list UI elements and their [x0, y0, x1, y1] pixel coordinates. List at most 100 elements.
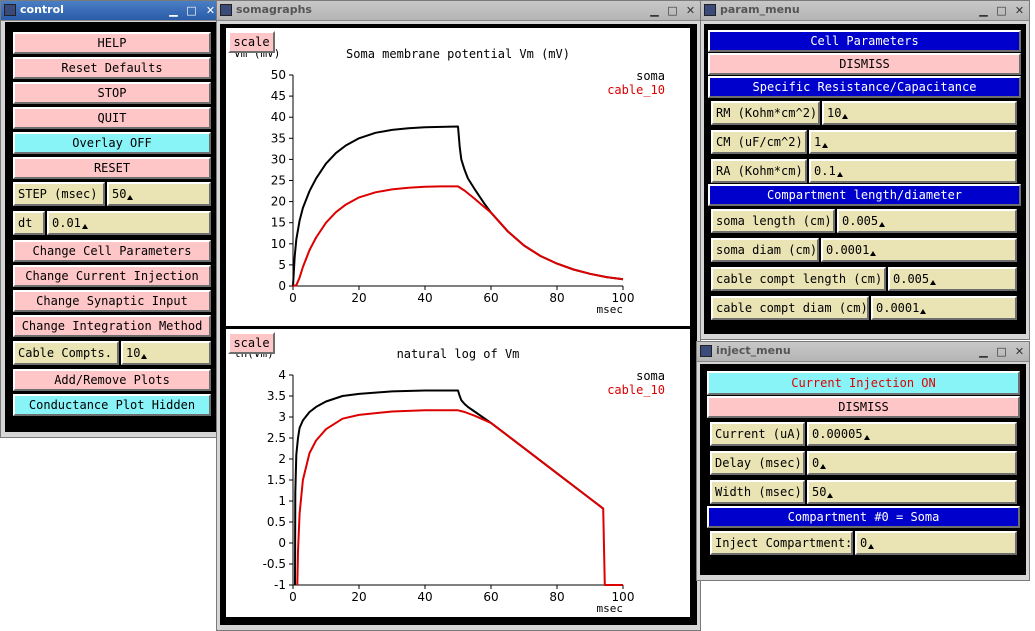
- rm-label: RM (Kohm*cm^2): [711, 101, 820, 125]
- soma-length-value: 0.005: [842, 214, 879, 228]
- window-menu-icon[interactable]: [704, 4, 716, 16]
- inject-menu-titlebar[interactable]: inject_menu ▁ □ ✕: [697, 342, 1029, 362]
- x-tick-label: 0: [289, 291, 297, 305]
- close-icon[interactable]: ✕: [205, 4, 216, 17]
- close-icon[interactable]: ✕: [685, 4, 696, 17]
- text-cursor-icon: [930, 280, 937, 285]
- text-cursor-icon: [836, 172, 843, 177]
- x-tick-label: 20: [351, 291, 366, 305]
- minimize-icon[interactable]: ▁: [650, 4, 659, 17]
- legend-entry-soma: soma: [636, 69, 665, 83]
- cable-diam-field[interactable]: 0.0001: [871, 296, 1017, 320]
- window-menu-icon[interactable]: [220, 4, 232, 16]
- x-tick-label: 80: [549, 291, 564, 305]
- compartment-header: Compartment #0 = Soma: [707, 506, 1020, 528]
- y-tick-label: 50: [271, 68, 286, 82]
- inject-dismiss-button[interactable]: DISMISS: [707, 396, 1020, 418]
- series-line-cable_10: [296, 409, 623, 586]
- add-remove-plots-button[interactable]: Add/Remove Plots: [13, 369, 211, 391]
- control-titlebar[interactable]: control ▁ □ ✕: [1, 1, 219, 21]
- cable-compts-value: 10: [126, 346, 141, 360]
- window-menu-icon[interactable]: [4, 4, 16, 16]
- text-cursor-icon: [879, 222, 886, 227]
- step-field[interactable]: 50: [107, 182, 211, 206]
- scale-button-top[interactable]: scale: [228, 31, 275, 53]
- dt-value: 0.01: [52, 216, 81, 230]
- close-icon[interactable]: ✕: [1014, 4, 1025, 17]
- current-injection-toggle-label: Current Injection ON: [791, 376, 936, 390]
- y-tick-label: 3: [278, 410, 286, 424]
- current-field[interactable]: 0.00005: [807, 422, 1017, 446]
- legend-entry-cable_10: cable_10: [607, 83, 665, 97]
- cable-length-field[interactable]: 0.005: [888, 267, 1017, 291]
- x-tick-label: 60: [483, 291, 498, 305]
- y-tick-label: 1: [278, 494, 286, 508]
- minimize-icon[interactable]: ▁: [169, 4, 178, 17]
- chart-title: natural log of Vm: [397, 347, 520, 361]
- text-cursor-icon: [842, 114, 849, 119]
- help-button[interactable]: HELP: [13, 32, 211, 54]
- legend-entry-cable_10: cable_10: [607, 383, 665, 397]
- text-cursor-icon: [81, 224, 88, 229]
- delay-field[interactable]: 0: [807, 451, 1017, 475]
- ra-value: 0.1: [814, 164, 836, 178]
- quit-button[interactable]: QUIT: [13, 107, 211, 129]
- y-tick-label: 0.5: [267, 515, 286, 529]
- cable-compts-field[interactable]: 10: [121, 341, 211, 365]
- soma-diam-label: soma diam (cm): [711, 238, 819, 262]
- y-tick-label: 1.5: [267, 473, 286, 487]
- x-tick-label: 40: [417, 291, 432, 305]
- minimize-icon[interactable]: ▁: [979, 4, 988, 17]
- ra-field[interactable]: 0.1: [809, 159, 1017, 183]
- close-icon[interactable]: ✕: [1014, 345, 1025, 358]
- dt-label: dt: [13, 211, 45, 235]
- rm-value: 10: [827, 106, 842, 120]
- dt-field[interactable]: 0.01: [47, 211, 211, 235]
- width-field[interactable]: 50: [807, 480, 1017, 504]
- text-cursor-icon: [870, 251, 877, 256]
- y-tick-label: 10: [271, 237, 286, 251]
- cm-field[interactable]: 1: [809, 130, 1017, 154]
- maximize-icon[interactable]: □: [996, 345, 1007, 358]
- overlay-toggle-button[interactable]: Overlay OFF: [13, 132, 211, 154]
- y-tick-label: 0: [278, 279, 286, 293]
- param-menu-titlebar[interactable]: param_menu ▁ □ ✕: [701, 1, 1029, 21]
- maximize-icon[interactable]: □: [667, 4, 678, 17]
- rm-field[interactable]: 10: [822, 101, 1017, 125]
- window-menu-icon[interactable]: [700, 345, 712, 357]
- change-current-injection-button[interactable]: Change Current Injection: [13, 265, 211, 287]
- scale-button-bottom[interactable]: scale: [228, 332, 275, 354]
- y-tick-label: 3.5: [267, 389, 286, 403]
- soma-diam-value: 0.0001: [826, 243, 870, 257]
- delay-label: Delay (msec): [710, 451, 805, 475]
- x-tick-label: 60: [483, 590, 498, 604]
- change-synaptic-input-button[interactable]: Change Synaptic Input: [13, 290, 211, 312]
- legend-entry-soma: soma: [636, 369, 665, 383]
- soma-length-field[interactable]: 0.005: [837, 209, 1017, 233]
- soma-length-label: soma length (cm): [711, 209, 835, 233]
- width-value: 50: [812, 485, 827, 499]
- x-axis-label: msec: [597, 602, 624, 615]
- reset-defaults-button[interactable]: Reset Defaults: [13, 57, 211, 79]
- change-cell-parameters-button[interactable]: Change Cell Parameters: [13, 240, 211, 262]
- minimize-icon[interactable]: ▁: [979, 345, 988, 358]
- conductance-plot-button[interactable]: Conductance Plot Hidden: [13, 394, 211, 416]
- maximize-icon[interactable]: □: [186, 4, 197, 17]
- reset-button[interactable]: RESET: [13, 157, 211, 179]
- text-cursor-icon: [827, 493, 834, 498]
- somagraphs-titlebar[interactable]: somagraphs ▁ □ ✕: [217, 1, 700, 21]
- param-dismiss-button[interactable]: DISMISS: [708, 53, 1021, 75]
- text-cursor-icon: [863, 435, 870, 440]
- maximize-icon[interactable]: □: [996, 4, 1007, 17]
- soma-diam-field[interactable]: 0.0001: [821, 238, 1017, 262]
- current-injection-toggle-button[interactable]: Current Injection ON: [707, 371, 1020, 395]
- inject-compartment-field[interactable]: 0: [855, 531, 1017, 555]
- control-window: control ▁ □ ✕ HELP Reset Defaults STOP Q…: [0, 0, 220, 438]
- y-tick-label: 45: [271, 89, 286, 103]
- series-line-cable_10: [292, 185, 624, 287]
- inject-compartment-label: Inject Compartment:: [710, 531, 853, 555]
- current-label: Current (uA): [710, 422, 805, 446]
- stop-button[interactable]: STOP: [13, 82, 211, 104]
- y-tick-label: 25: [271, 174, 286, 188]
- change-integration-method-button[interactable]: Change Integration Method: [13, 315, 211, 337]
